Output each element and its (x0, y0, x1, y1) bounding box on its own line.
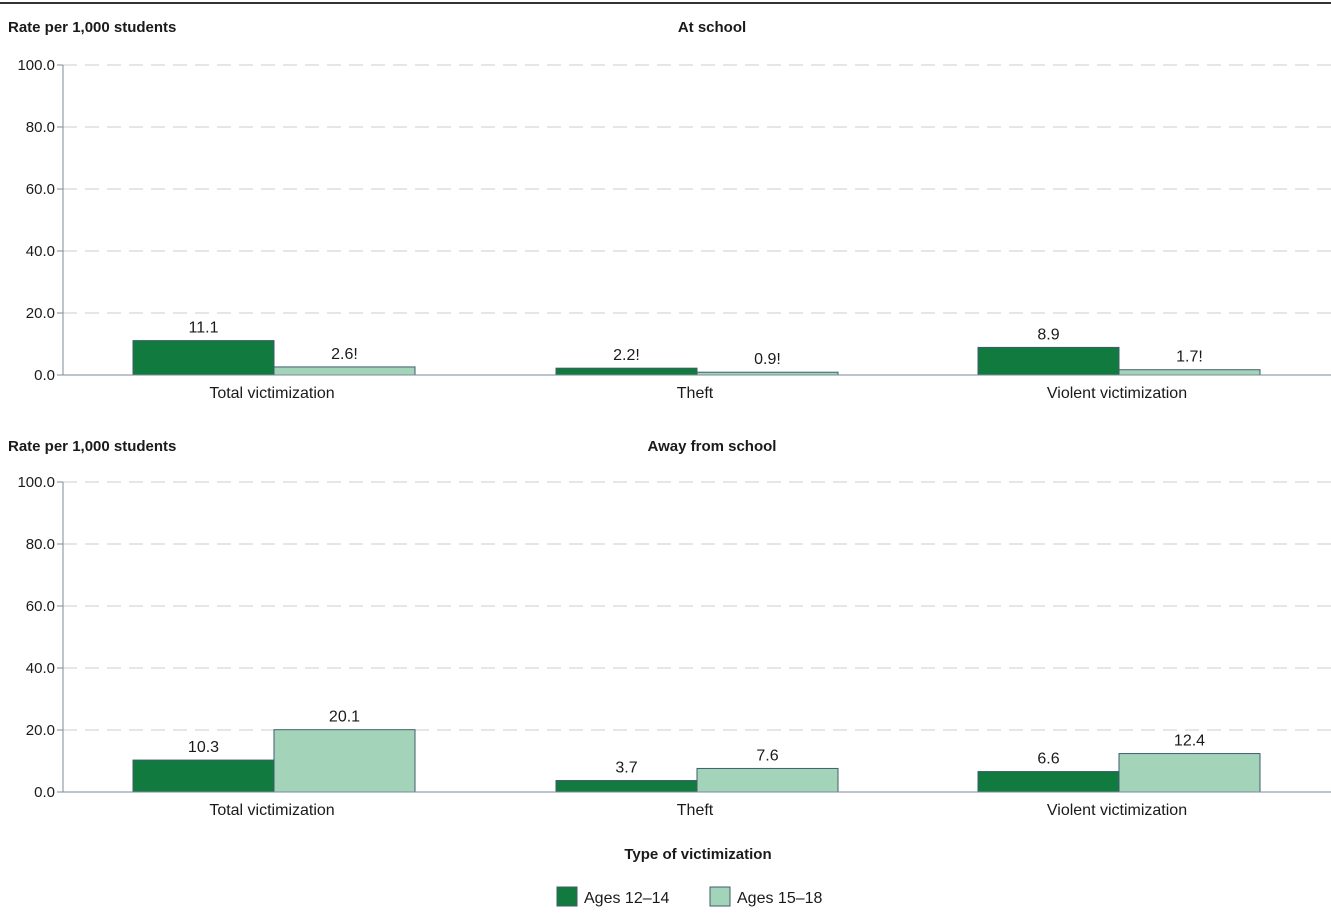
legend-label-ages-15-18: Ages 15–18 (737, 890, 823, 907)
x-tick-label: Theft (677, 802, 714, 819)
panel-title: At school (678, 19, 746, 36)
data-label: 12.4 (1174, 733, 1205, 750)
y-tick-label: 60.0 (26, 181, 55, 198)
x-tick-label: Violent victimization (1047, 385, 1187, 402)
y-tick-label: 100.0 (17, 57, 55, 74)
data-label: 2.6! (331, 346, 358, 363)
y-tick-label: 20.0 (26, 305, 55, 322)
bar-ages-15-18 (696, 767, 839, 793)
bar-ages-12-14 (977, 771, 1120, 793)
bar-ages-12-14 (132, 340, 275, 376)
data-label: 8.9 (1037, 326, 1059, 343)
legend: Ages 12–14 Ages 15–18 (556, 886, 823, 907)
y-tick-label: 0.0 (34, 784, 55, 801)
y-tick-label: 40.0 (26, 243, 55, 260)
y-tick-label: 80.0 (26, 119, 55, 136)
legend-label-ages-12-14: Ages 12–14 (584, 890, 670, 907)
panel-ylabel: Rate per 1,000 students (8, 438, 176, 455)
bar-ages-15-18 (273, 729, 416, 793)
panel-title: Away from school (648, 438, 777, 455)
bar-ages-15-18 (1118, 369, 1261, 376)
y-tick-label: 80.0 (26, 536, 55, 553)
y-tick-label: 60.0 (26, 598, 55, 615)
bar-ages-12-14 (132, 759, 275, 793)
data-label: 11.1 (189, 320, 219, 337)
data-label: 0.9! (754, 351, 781, 368)
bar-ages-12-14 (555, 780, 698, 793)
data-label: 3.7 (615, 760, 637, 777)
legend-swatch-ages-12-14 (556, 886, 578, 907)
bar-ages-15-18 (273, 366, 416, 376)
bar-ages-15-18 (1118, 753, 1261, 793)
data-label: 6.6 (1037, 751, 1059, 768)
x-tick-label: Total victimization (209, 802, 334, 819)
data-label: 7.6 (756, 747, 778, 764)
panel-ylabel: Rate per 1,000 students (8, 19, 176, 36)
bar-ages-12-14 (977, 346, 1120, 376)
x-axis-title: Type of victimization (624, 846, 771, 863)
y-tick-label: 0.0 (34, 367, 55, 384)
legend-swatch-ages-15-18 (709, 886, 731, 907)
x-tick-label: Theft (677, 385, 714, 402)
y-tick-label: 40.0 (26, 660, 55, 677)
y-tick-label: 20.0 (26, 722, 55, 739)
data-label: 1.7! (1176, 349, 1203, 366)
data-label: 20.1 (329, 709, 360, 726)
data-label: 2.2! (613, 347, 640, 364)
x-tick-label: Violent victimization (1047, 802, 1187, 819)
x-tick-label: Total victimization (209, 385, 334, 402)
bar-ages-12-14 (555, 367, 698, 376)
y-tick-label: 100.0 (17, 474, 55, 491)
panel-away-from-school: Rate per 1,000 students Away from school… (8, 438, 1331, 819)
panel-at-school: Rate per 1,000 students At school 0.0 20.… (8, 19, 1331, 402)
data-label: 10.3 (188, 739, 219, 756)
